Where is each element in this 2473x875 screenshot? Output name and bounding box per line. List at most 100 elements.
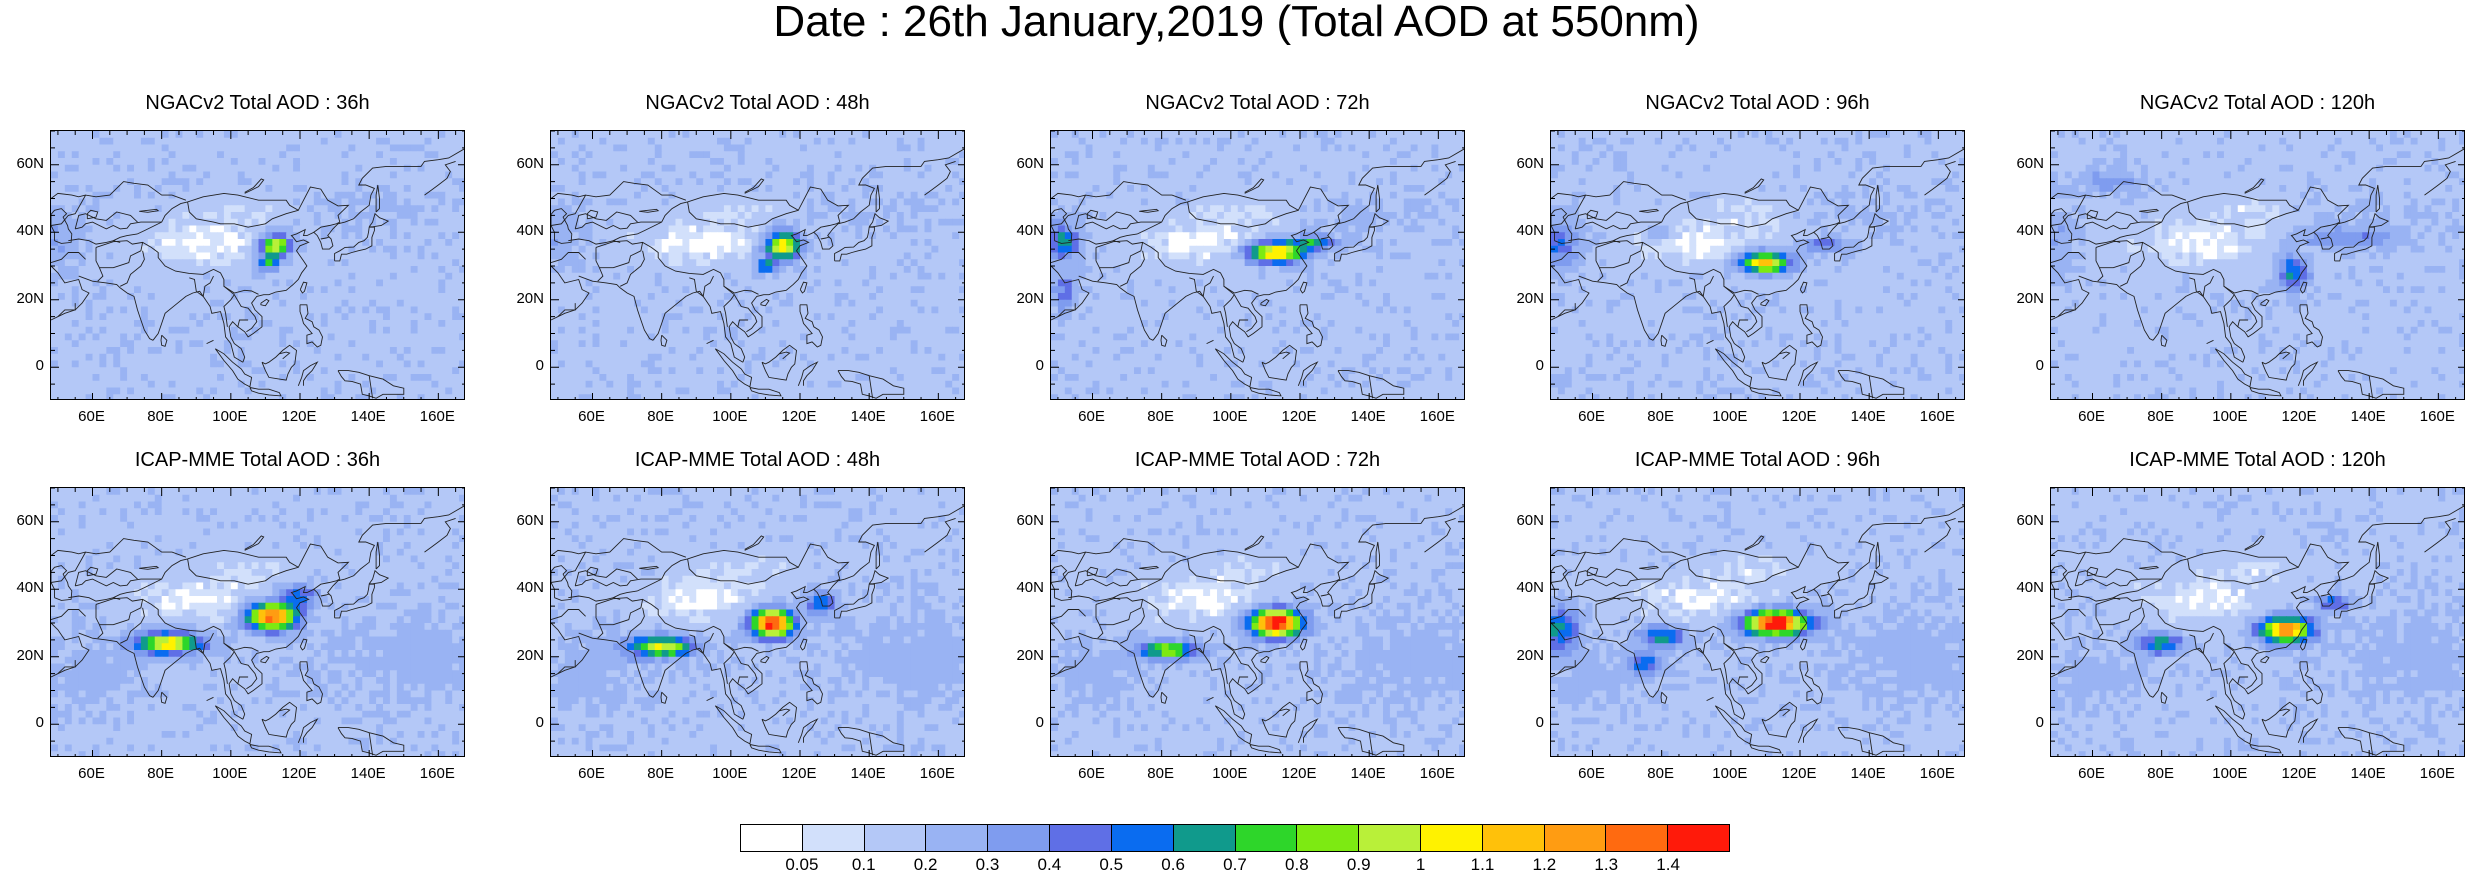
aod-field-svg bbox=[1551, 131, 1965, 400]
lon-tick-label: 160E bbox=[420, 765, 455, 782]
lat-tick-label: 40N bbox=[2016, 579, 2044, 596]
lon-tick-label: 80E bbox=[647, 765, 674, 782]
aod-map-panel bbox=[1050, 130, 1465, 400]
lon-tick-label: 80E bbox=[1647, 765, 1674, 782]
lon-tick-label: 100E bbox=[1212, 765, 1247, 782]
lon-tick-label: 140E bbox=[1351, 408, 1386, 425]
lat-tick-label: 0 bbox=[1536, 357, 1544, 374]
colorbar-swatch bbox=[1421, 825, 1483, 851]
aod-shading bbox=[51, 488, 465, 757]
colorbar-swatch bbox=[1174, 825, 1236, 851]
lon-tick-label: 160E bbox=[2420, 408, 2455, 425]
lon-tick-label: 60E bbox=[1078, 408, 1105, 425]
lat-tick-label: 60N bbox=[1016, 155, 1044, 172]
lat-tick-label: 40N bbox=[1016, 579, 1044, 596]
lat-tick-label: 0 bbox=[36, 714, 44, 731]
panel-title: ICAP-MME Total AOD : 72h bbox=[1050, 449, 1465, 472]
lat-tick-label: 0 bbox=[2036, 714, 2044, 731]
colorbar-swatch bbox=[1668, 825, 1729, 851]
colorbar bbox=[740, 824, 1730, 852]
aod-shading bbox=[551, 131, 965, 400]
colorbar-swatch bbox=[1359, 825, 1421, 851]
lat-tick-label: 0 bbox=[36, 357, 44, 374]
lon-tick-label: 120E bbox=[281, 765, 316, 782]
colorbar-label: 0.4 bbox=[1038, 855, 1062, 875]
lat-tick-label: 40N bbox=[516, 579, 544, 596]
colorbar-swatch bbox=[741, 825, 803, 851]
aod-map-panel bbox=[1550, 487, 1965, 757]
lat-tick-label: 60N bbox=[2016, 155, 2044, 172]
lon-tick-label: 100E bbox=[2212, 408, 2247, 425]
lon-tick-label: 160E bbox=[920, 765, 955, 782]
lon-tick-label: 120E bbox=[2281, 765, 2316, 782]
lon-tick-label: 160E bbox=[920, 408, 955, 425]
colorbar-swatch bbox=[1606, 825, 1668, 851]
panel-title: ICAP-MME Total AOD : 48h bbox=[550, 449, 965, 472]
colorbar-label: 0.05 bbox=[785, 855, 818, 875]
lon-tick-label: 140E bbox=[2351, 765, 2386, 782]
aod-map-panel bbox=[50, 130, 465, 400]
lat-tick-label: 0 bbox=[1036, 714, 1044, 731]
lon-tick-label: 140E bbox=[351, 408, 386, 425]
lat-tick-label: 20N bbox=[1516, 290, 1544, 307]
lon-tick-label: 120E bbox=[281, 408, 316, 425]
panel-title: NGACv2 Total AOD : 96h bbox=[1550, 92, 1965, 115]
lon-tick-label: 140E bbox=[1351, 765, 1386, 782]
aod-map-panel bbox=[550, 487, 965, 757]
lon-tick-label: 80E bbox=[647, 408, 674, 425]
lat-tick-label: 20N bbox=[2016, 647, 2044, 664]
lon-tick-label: 80E bbox=[1147, 408, 1174, 425]
lat-tick-label: 60N bbox=[16, 155, 44, 172]
lat-tick-label: 40N bbox=[2016, 222, 2044, 239]
aod-shading bbox=[51, 131, 465, 400]
lon-tick-label: 100E bbox=[1712, 408, 1747, 425]
colorbar-label: 0.6 bbox=[1161, 855, 1185, 875]
lon-tick-label: 160E bbox=[1420, 765, 1455, 782]
colorbar-label: 1.1 bbox=[1471, 855, 1495, 875]
lon-tick-label: 80E bbox=[2147, 408, 2174, 425]
aod-field-svg bbox=[51, 131, 465, 400]
lat-tick-label: 40N bbox=[16, 222, 44, 239]
aod-field-svg bbox=[51, 488, 465, 757]
panel-title: NGACv2 Total AOD : 48h bbox=[550, 92, 965, 115]
lon-tick-label: 140E bbox=[851, 765, 886, 782]
colorbar-label: 0.7 bbox=[1223, 855, 1247, 875]
lon-tick-label: 160E bbox=[2420, 765, 2455, 782]
aod-map-panel bbox=[50, 487, 465, 757]
aod-shading bbox=[551, 488, 965, 757]
lat-tick-label: 0 bbox=[1536, 714, 1544, 731]
panel-title: ICAP-MME Total AOD : 36h bbox=[50, 449, 465, 472]
lon-tick-label: 160E bbox=[1920, 408, 1955, 425]
lat-tick-label: 0 bbox=[2036, 357, 2044, 374]
lon-tick-label: 60E bbox=[578, 765, 605, 782]
lon-tick-label: 140E bbox=[2351, 408, 2386, 425]
lon-tick-label: 60E bbox=[2078, 765, 2105, 782]
lat-tick-label: 60N bbox=[16, 512, 44, 529]
aod-shading bbox=[2051, 131, 2465, 400]
lon-tick-label: 100E bbox=[2212, 765, 2247, 782]
lon-tick-label: 120E bbox=[1281, 765, 1316, 782]
lon-tick-label: 120E bbox=[1781, 408, 1816, 425]
colorbar-label: 0.2 bbox=[914, 855, 938, 875]
lon-tick-label: 100E bbox=[1212, 408, 1247, 425]
lat-tick-label: 20N bbox=[1516, 647, 1544, 664]
colorbar-label: 0.8 bbox=[1285, 855, 1309, 875]
colorbar-label: 0.5 bbox=[1099, 855, 1123, 875]
lon-tick-label: 80E bbox=[1147, 765, 1174, 782]
lat-tick-label: 60N bbox=[516, 155, 544, 172]
lon-tick-label: 120E bbox=[781, 765, 816, 782]
colorbar-label: 0.3 bbox=[976, 855, 1000, 875]
aod-map-panel bbox=[1550, 130, 1965, 400]
lon-tick-label: 80E bbox=[1647, 408, 1674, 425]
colorbar-swatch bbox=[1050, 825, 1112, 851]
lon-tick-label: 80E bbox=[147, 765, 174, 782]
colorbar-label: 0.1 bbox=[852, 855, 876, 875]
figure-title: Date : 26th January,2019 (Total AOD at 5… bbox=[0, 0, 2473, 44]
lat-tick-label: 60N bbox=[2016, 512, 2044, 529]
lon-tick-label: 160E bbox=[1920, 765, 1955, 782]
lon-tick-label: 120E bbox=[781, 408, 816, 425]
aod-shading bbox=[1051, 488, 1465, 757]
lon-tick-label: 100E bbox=[712, 408, 747, 425]
lat-tick-label: 0 bbox=[536, 357, 544, 374]
colorbar-swatch bbox=[803, 825, 865, 851]
